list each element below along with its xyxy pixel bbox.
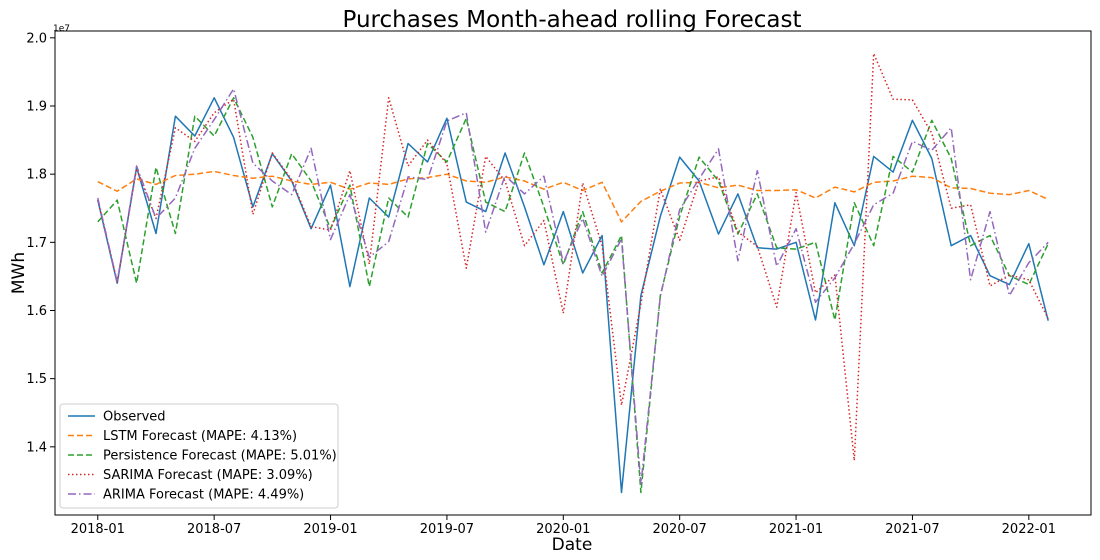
legend-label: Observed (103, 410, 166, 425)
x-tick-label: 2018-01 (71, 522, 125, 537)
x-axis: 2018-01 2018-07 2019-01 2019-07 2020-01 2020-… (71, 515, 1056, 537)
x-tick-label: 2019-07 (420, 522, 474, 537)
x-tick-label: 2018-07 (187, 522, 241, 537)
y-tick-label: 1.5 (26, 372, 47, 387)
y-tick-label: 1.6 (26, 304, 47, 319)
legend-label: ARIMA Forecast (MAPE: 4.49%) (103, 488, 304, 503)
series-line-4 (97, 52, 1049, 462)
x-tick-label: 2019-01 (303, 522, 357, 537)
x-tick-label: 2020-01 (536, 522, 590, 537)
x-tick-label: 2021-07 (885, 522, 939, 537)
y-tick-label: 1.4 (26, 440, 47, 455)
y-axis: 1.4 1.5 1.6 1.7 1.8 1.9 2.0 (26, 31, 55, 455)
y-axis-title: MWh (9, 252, 29, 294)
x-tick-label: 2022-01 (1002, 522, 1056, 537)
y-tick-label: 1.7 (26, 236, 47, 251)
x-tick-label: 2021-01 (769, 522, 823, 537)
x-axis-title: Date (552, 535, 593, 555)
legend-label: LSTM Forecast (MAPE: 4.13%) (103, 429, 297, 444)
legend-label: SARIMA Forecast (MAPE: 3.09%) (103, 468, 313, 483)
legend: Observed LSTM Forecast (MAPE: 4.13%) Persi… (59, 403, 339, 509)
y-tick-label: 2.0 (26, 31, 47, 46)
plot-area-frame (54, 30, 1092, 516)
series-line-2 (97, 170, 1049, 223)
y-tick-label: 1.8 (26, 168, 47, 183)
legend-box (59, 403, 339, 509)
legend-label: Persistence Forecast (MAPE: 5.01%) (103, 449, 337, 464)
y-tick-label: 1.9 (26, 99, 47, 114)
y-exponent-label: 1e7 (53, 24, 70, 34)
x-tick-label: 2020-07 (653, 522, 707, 537)
series-line-5 (97, 88, 1049, 486)
chart-title: Purchases Month-ahead rolling Forecast (343, 7, 802, 33)
